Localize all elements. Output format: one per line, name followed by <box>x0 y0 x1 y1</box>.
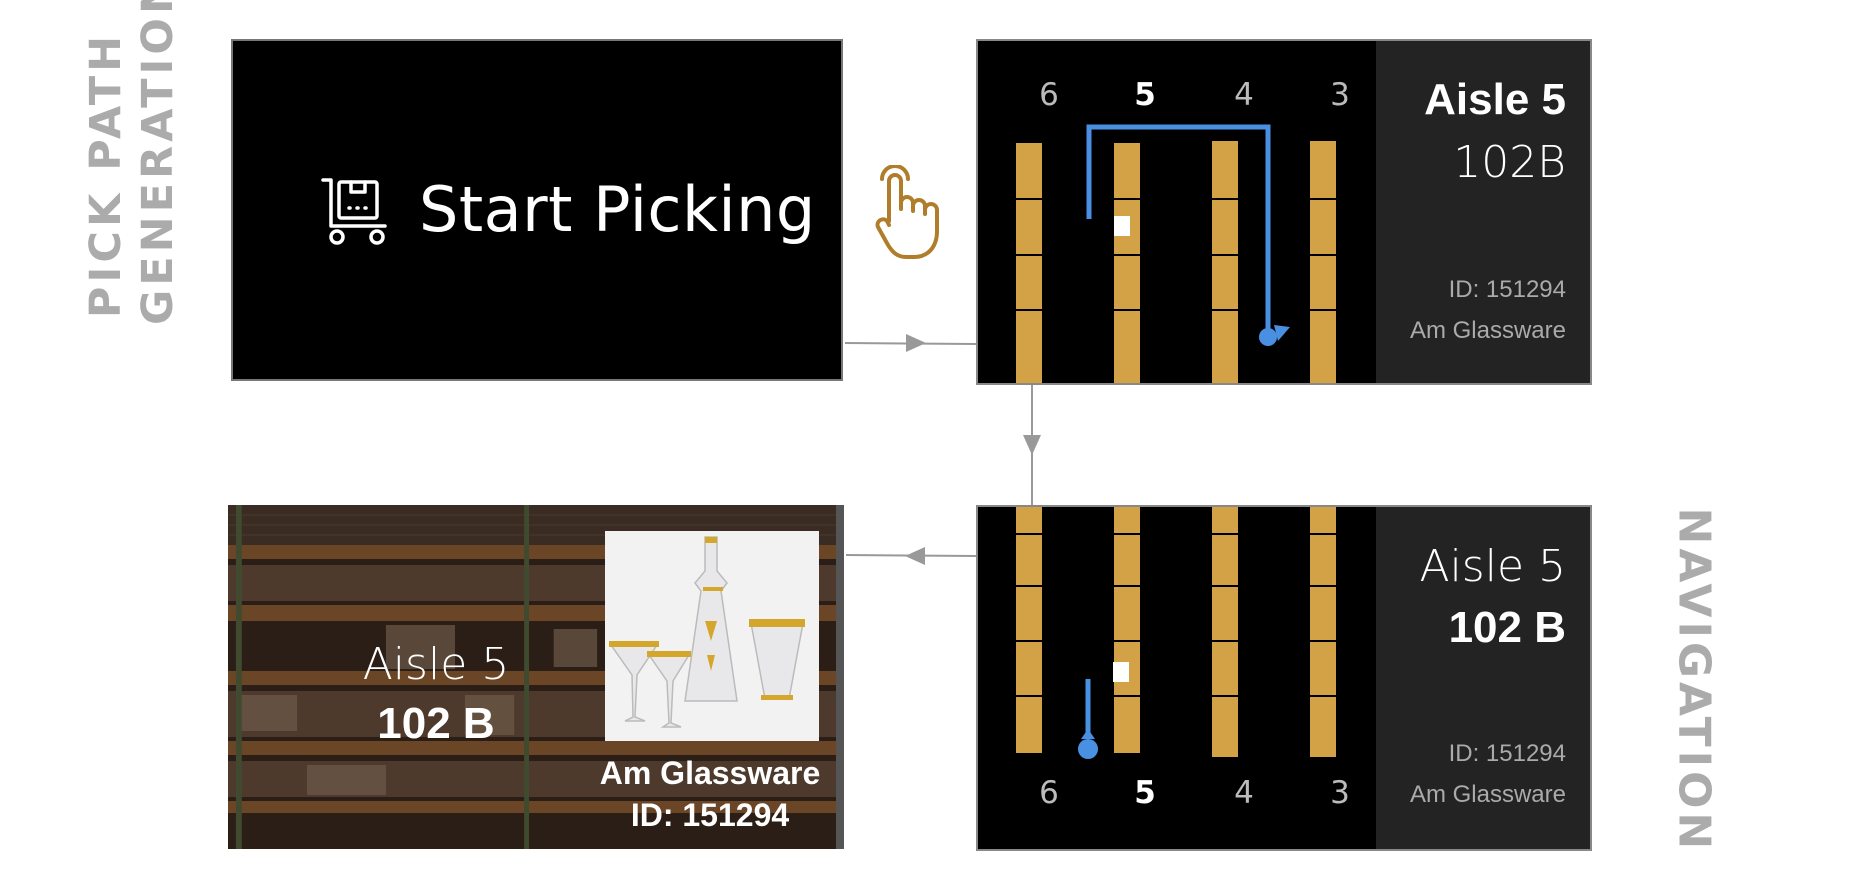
navigation-screen: 6 5 4 3 Aisle 5 102 B ID: 151294 Am Glas… <box>976 505 1592 851</box>
side-label-line2: GENERATION <box>133 0 183 325</box>
start-picking-button[interactable]: Start Picking <box>319 173 816 246</box>
start-picking-label: Start Picking <box>419 173 816 246</box>
bin-location: 102 B <box>377 699 495 748</box>
arrow-down-icon <box>1023 435 1041 455</box>
aisle-number-3: 3 <box>1330 775 1350 811</box>
pick-path-generation-label: PICK PATH GENERATION <box>80 0 184 325</box>
item-name: Am Glassware <box>1409 317 1566 344</box>
start-picking-screen: Start Picking <box>231 39 843 381</box>
product-image <box>605 531 819 741</box>
aisle-title: Aisle 5 <box>1424 75 1566 124</box>
shelf-aisle-4 <box>1212 507 1238 757</box>
aisle-number-3: 3 <box>1330 77 1350 113</box>
shelf-aisle-5 <box>1114 143 1140 383</box>
bin-location: 102B <box>1453 137 1566 188</box>
item-name: Am Glassware <box>599 755 821 791</box>
aisle-number-5: 5 <box>1134 77 1156 113</box>
shelf-aisle-6 <box>1016 143 1042 383</box>
item-id: ID: 151294 <box>1448 276 1566 303</box>
aisle-number-6: 6 <box>1039 775 1059 811</box>
aisle-number-4: 4 <box>1234 775 1254 811</box>
target-bin-marker <box>1114 216 1130 236</box>
bin-location: 102 B <box>1448 603 1566 652</box>
shelf-aisle-6 <box>1016 507 1042 753</box>
aisle-number-4: 4 <box>1234 77 1254 113</box>
arrival-screen: Aisle 5 102 B Am Glassware ID: 151294 <box>228 505 844 849</box>
shelf-aisle-4 <box>1212 141 1238 383</box>
navigation-info-panel: Aisle 5 102 B ID: 151294 Am Glassware <box>1376 507 1590 849</box>
aisle-number-5: 5 <box>1134 775 1156 811</box>
aisle-title: Aisle 5 <box>362 639 510 690</box>
arrow-left-icon <box>905 547 925 565</box>
navigation-route <box>1078 679 1098 759</box>
target-bin-marker <box>1113 662 1129 682</box>
shelf-aisle-5 <box>1114 507 1140 753</box>
glassware-icon <box>609 536 805 728</box>
navigation-label: NAVIGATION <box>1668 507 1720 854</box>
item-id: ID: 151294 <box>630 797 790 833</box>
shelf-aisle-3 <box>1310 141 1336 383</box>
aisle-title: Aisle 5 <box>1419 541 1566 592</box>
aisle-number-6: 6 <box>1039 77 1059 113</box>
pick-info-panel: Aisle 5 102B ID: 151294 Am Glassware <box>1376 41 1590 383</box>
pick-path-screen: 6 5 4 3 Aisle 5 102B ID: 151294 Am Glass… <box>976 39 1592 385</box>
item-id: ID: 151294 <box>1448 740 1566 767</box>
arrow-right-icon <box>906 334 926 352</box>
pick-path-route <box>1086 124 1290 346</box>
item-name: Am Glassware <box>1409 781 1566 808</box>
hand-pointer-icon <box>875 165 939 259</box>
side-label-line1: PICK PATH <box>81 31 131 319</box>
cart-icon <box>321 177 387 245</box>
shelf-aisle-3 <box>1310 507 1336 757</box>
